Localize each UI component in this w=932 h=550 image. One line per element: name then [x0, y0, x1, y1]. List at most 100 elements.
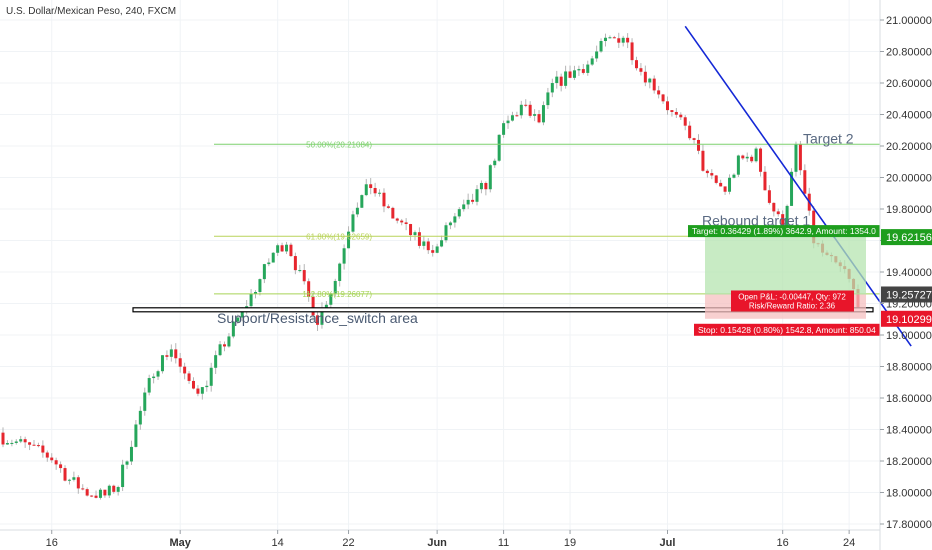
- price-tick-label: 20.00000: [886, 173, 932, 185]
- candle-body: [564, 71, 568, 86]
- candle-body: [187, 373, 191, 381]
- candle-body: [152, 376, 156, 379]
- candle-body: [510, 115, 514, 121]
- price-axis[interactable]: 21.00000 20.80000 20.60000 20.40000 20.20000…: [879, 0, 932, 550]
- price-tick-label: 20.20000: [886, 141, 932, 153]
- candle-body: [581, 69, 585, 73]
- candle-body: [648, 78, 652, 83]
- time-axis[interactable]: 16 May 14 22 Jun 11 19 Jul 16 24: [0, 529, 880, 549]
- trend-line: [684, 25, 912, 347]
- price-tick-label: 20.40000: [886, 110, 932, 122]
- fib-level-label: 112.80%(19.26077): [302, 290, 372, 299]
- candle-body: [94, 495, 98, 498]
- candle-body: [803, 170, 807, 194]
- candle-body: [497, 134, 501, 161]
- price-axis-marker-label: 19.62156: [886, 232, 932, 244]
- candle-body: [386, 206, 390, 208]
- candle-body: [200, 387, 204, 394]
- candle-body: [289, 244, 293, 257]
- candle-body: [710, 173, 714, 176]
- candle-body: [342, 248, 346, 264]
- candle-body: [634, 60, 638, 69]
- pnl-label-box: [731, 290, 854, 312]
- candle-body: [541, 105, 545, 123]
- candle-body: [515, 115, 519, 117]
- candle-body: [41, 445, 45, 453]
- price-tick-label: 18.60000: [886, 393, 932, 405]
- time-tick-label: 19: [564, 537, 576, 549]
- candle-body: [280, 245, 284, 252]
- candle-body: [98, 489, 102, 498]
- price-tick-label: 19.80000: [886, 204, 932, 216]
- time-tick-label: 11: [498, 537, 509, 549]
- candle-body: [293, 256, 297, 271]
- candle-body: [302, 270, 306, 282]
- candle-body: [271, 252, 275, 263]
- candle-body: [298, 270, 302, 272]
- annotation-label: Target 2: [803, 131, 854, 147]
- candle-body: [391, 207, 395, 219]
- candle-body: [355, 207, 359, 215]
- candle-body: [590, 58, 594, 65]
- candle-body: [435, 246, 439, 253]
- candle-body: [147, 378, 151, 393]
- candle-body: [431, 250, 435, 253]
- candle-body: [475, 189, 479, 202]
- target-label-box: [688, 225, 880, 238]
- candle-body: [586, 64, 590, 73]
- candle-body: [479, 182, 483, 190]
- candle-body: [750, 156, 754, 162]
- candle-body: [218, 344, 222, 356]
- price-tick-label: 19.00000: [886, 330, 932, 342]
- candle-body: [169, 349, 173, 357]
- candle-body: [254, 292, 258, 294]
- candle-body: [719, 182, 723, 187]
- candle-body: [231, 321, 235, 337]
- price-tick-label: 18.80000: [886, 362, 932, 374]
- candle-body: [785, 205, 789, 234]
- candle-body: [666, 101, 669, 111]
- candle-body: [745, 156, 749, 159]
- time-tick-label: May: [169, 537, 191, 549]
- candle-body: [72, 477, 76, 480]
- candle-body: [599, 41, 603, 52]
- candle-body: [364, 184, 368, 196]
- candle-body: [457, 209, 461, 217]
- candle-body: [732, 174, 736, 178]
- candle-body: [116, 487, 120, 492]
- candle-body: [395, 218, 399, 221]
- candle-body: [506, 120, 510, 124]
- candle-body: [679, 114, 683, 118]
- candle-body: [134, 424, 138, 447]
- candle-body: [404, 222, 408, 225]
- candle-body: [652, 78, 656, 91]
- candle-body: [692, 138, 696, 140]
- price-tick-label: 18.40000: [886, 425, 932, 437]
- candle-body: [28, 442, 32, 445]
- candle-body: [81, 488, 85, 490]
- candle-body: [76, 477, 80, 489]
- candle-body: [759, 148, 763, 172]
- price-tick-label: 21.00000: [886, 15, 932, 27]
- candle-body: [701, 150, 705, 171]
- candle-body: [559, 76, 563, 86]
- candle-body: [54, 460, 58, 465]
- candle-body: [138, 410, 142, 425]
- price-tick-label: 18.00000: [886, 488, 932, 500]
- fib-level-label: 50.00%(20.21084): [306, 140, 372, 149]
- price-axis-marker-label: 19.25727: [886, 289, 932, 301]
- candle-body: [249, 293, 253, 307]
- time-tick-label: 14: [272, 537, 284, 549]
- candle-body: [728, 177, 732, 192]
- price-axis-marker: [881, 310, 932, 327]
- candle-body: [311, 296, 315, 316]
- candle-body: [688, 125, 692, 139]
- candle-body: [488, 165, 492, 190]
- candle-body: [276, 245, 280, 253]
- candle-body: [484, 182, 488, 190]
- price-tick-label: 18.20000: [886, 456, 932, 468]
- candle-body: [626, 37, 630, 43]
- candle-body: [674, 111, 678, 115]
- candle-body: [121, 464, 125, 488]
